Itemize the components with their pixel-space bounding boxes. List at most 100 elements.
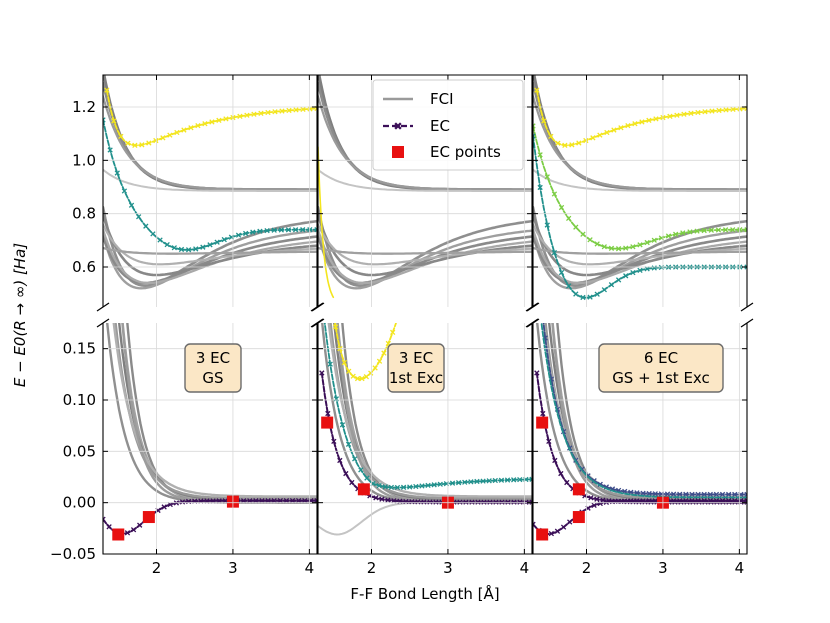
ec-markers-yellow-marker <box>174 129 180 136</box>
ec-markers-yellow-marker <box>320 154 324 158</box>
fci-curve <box>318 168 532 192</box>
ec-markers-teal-marker <box>264 227 270 234</box>
ec-markers-yellow-marker <box>404 288 408 292</box>
ec-markers-teal-marker <box>345 441 352 447</box>
y-tick-label: 0.6 <box>72 258 96 276</box>
ec-markers-lightgreen-marker <box>551 191 558 197</box>
ec-point <box>536 528 549 541</box>
ec-markers-yellow-marker <box>251 111 257 117</box>
ec-markers-yellow-marker <box>244 112 250 118</box>
ec-markers-ground-marker <box>567 519 573 525</box>
fci-curve <box>103 223 317 266</box>
legend-points-marker <box>392 146 404 158</box>
ec-markers-teal-marker <box>250 229 256 235</box>
ec-markers-yellow-marker <box>307 106 313 112</box>
ec-markers-lightgreen-marker <box>623 245 629 251</box>
y-tick-label: 0.00 <box>63 494 96 512</box>
ec-markers-yellow-marker <box>653 116 659 122</box>
ec-markers-teal-marker <box>407 484 413 490</box>
ec-markers-ground-marker <box>554 528 561 534</box>
ec-markers-teal-marker <box>278 227 284 233</box>
y-tick-label: 0.10 <box>63 391 96 409</box>
ec-markers-yellow-marker <box>695 109 701 116</box>
ec-markers-ground-marker <box>271 498 277 504</box>
ec-markers-yellow-marker <box>223 116 229 122</box>
ec-markers-teal-marker <box>221 236 227 243</box>
fci-curve <box>103 95 317 191</box>
ec-markers-ground-marker <box>529 499 532 505</box>
ec-markers-teal-marker <box>529 476 532 482</box>
ec-markers-teal-marker <box>364 475 370 481</box>
ec-markers-yellow-marker <box>132 142 138 148</box>
ec-markers-lightgreen-marker <box>730 227 736 233</box>
ec-markers-ground-marker <box>493 499 499 505</box>
fci-curve <box>533 246 747 255</box>
ec-markers-teal-marker <box>744 264 747 270</box>
axis-break-mark <box>96 318 110 328</box>
ec-markers-ground-marker <box>259 498 265 504</box>
legend: FCI ✖ EC EC points <box>372 79 524 171</box>
ec-markers-yellow-marker <box>209 119 215 125</box>
ec-markers-yellow-marker <box>625 122 631 129</box>
ec-markers-teal-marker <box>121 188 128 194</box>
ec-markers-ground <box>103 497 317 537</box>
ec-markers-yellow-marker <box>618 125 624 131</box>
fci-curve <box>318 223 532 266</box>
ec-markers-ground-marker <box>548 530 555 537</box>
ec-markers-yellow-marker <box>139 142 145 148</box>
ec-markers-yellow-marker <box>569 142 575 148</box>
x-tick-label: 4 <box>305 559 315 577</box>
ec-markers-teal-marker <box>235 232 242 238</box>
legend-ec-label: EC <box>430 117 450 135</box>
fci-curve <box>103 213 317 277</box>
ec-markers-ground-marker <box>247 498 253 504</box>
y-tick-label: 1.2 <box>72 98 96 116</box>
ec-markers-teal-marker <box>594 291 600 297</box>
ec-markers-teal-marker <box>307 227 313 233</box>
ec-markers-yellow-marker <box>111 118 117 124</box>
ec-point <box>572 511 585 524</box>
ec-markers-yellow-marker <box>272 109 278 115</box>
bottom-panel-frame <box>102 323 318 555</box>
ec-markers-ground-marker <box>713 498 720 504</box>
ec-markers-lightgreen-marker <box>694 228 700 234</box>
ec-markers-yellow-marker <box>195 122 201 129</box>
x-tick-label: 3 <box>443 559 453 577</box>
ec-markers-teal-marker <box>558 269 565 276</box>
ec-markers-teal-marker <box>214 239 220 245</box>
ec-markers-ground-marker <box>475 499 481 505</box>
bottom-panel-frame <box>532 323 748 555</box>
ec-markers-ground-marker <box>707 498 713 504</box>
ec-markers-yellow-marker <box>716 107 722 114</box>
ec-markers-ground-marker <box>481 499 487 505</box>
ec-markers-teal-marker <box>551 250 558 256</box>
x-tick-label: 2 <box>582 559 592 577</box>
ec-markers-yellow-marker <box>363 374 370 380</box>
fci-curve <box>103 75 317 192</box>
ec-markers-yellow-marker <box>604 129 610 136</box>
ec-markers-lightgreen-marker <box>651 237 657 243</box>
ec-markers-ground-marker <box>325 410 331 417</box>
ec-markers-slate-marker <box>689 491 695 498</box>
ec-markers-ground-marker <box>487 499 493 505</box>
ec-markers-lightgreen-marker <box>608 245 615 251</box>
ec-markers-yellow-marker <box>590 135 596 141</box>
ec-markers-yellow-marker <box>346 368 352 374</box>
ec-markers-ground-exc-marker <box>558 470 564 477</box>
ec-markers-slate-marker <box>695 491 701 498</box>
ec-markers-yellow-marker <box>354 375 361 382</box>
axis-break-mark <box>526 318 540 328</box>
ec-markers-teal-marker <box>623 273 629 279</box>
ec-markers-ground-marker <box>732 497 738 504</box>
ec-markers-teal-marker <box>103 117 106 123</box>
ec-markers-lightgreen-marker <box>637 242 643 248</box>
ec-markers-yellow-marker <box>332 324 339 330</box>
ec-markers-yellow-marker <box>639 119 645 125</box>
ec-markers-yellow-marker <box>583 137 589 144</box>
ec-markers-teal-marker <box>200 244 206 250</box>
fci-curve <box>533 168 747 192</box>
annotation-text: 3 EC <box>399 349 433 367</box>
ec-markers-ground-marker <box>349 479 355 486</box>
x-tick-label: 4 <box>735 559 745 577</box>
